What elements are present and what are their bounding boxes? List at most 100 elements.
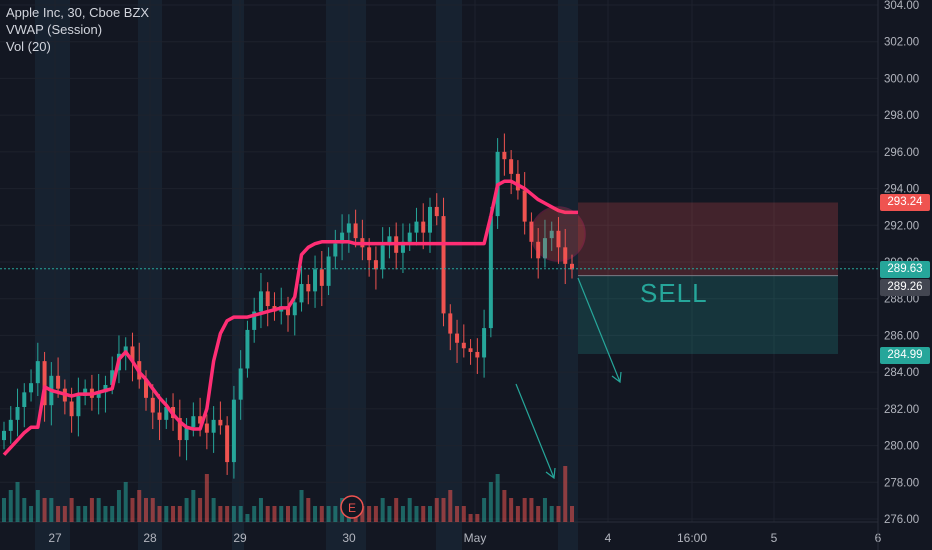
volume-bar — [522, 498, 527, 522]
take-profit-zone — [578, 275, 838, 354]
target-price-tag: 284.99 — [880, 347, 930, 364]
volume-bar — [116, 490, 121, 522]
candle-body — [400, 241, 405, 253]
volume-bar — [387, 506, 392, 522]
stop-loss-zone — [578, 202, 838, 276]
candle-body — [144, 379, 148, 398]
candle-body — [522, 190, 527, 222]
volume-bar — [570, 506, 574, 522]
volume-bar — [42, 498, 47, 522]
candle-body — [333, 243, 338, 257]
volume-bar — [130, 498, 135, 522]
candle-body — [157, 412, 162, 420]
volume-bar — [103, 506, 108, 522]
volume-bar — [110, 506, 115, 522]
candle-body — [299, 284, 304, 303]
volume-bar — [76, 506, 81, 522]
session-band — [558, 0, 578, 550]
candle-body — [292, 302, 297, 316]
candle-body — [529, 221, 534, 242]
volume-bar — [556, 506, 561, 522]
candle-body — [177, 418, 182, 441]
candle-body — [191, 416, 196, 428]
candle-body — [313, 269, 318, 292]
candle-body — [509, 159, 514, 174]
candle-body — [434, 206, 439, 217]
volume-bar — [536, 506, 541, 522]
candle-body — [56, 375, 61, 389]
volume-bar — [62, 506, 67, 522]
volume-bar — [191, 490, 196, 522]
session-band — [35, 0, 70, 550]
volume-bar — [35, 490, 40, 522]
candle-body — [265, 291, 270, 307]
volume-bar — [231, 506, 236, 522]
volume-bar — [299, 490, 304, 522]
time-axis-label: 30 — [342, 531, 356, 545]
price-axis-label: 300.00 — [884, 73, 919, 85]
entry-price-tag: 289.26 — [880, 279, 930, 296]
volume-bar — [144, 498, 148, 522]
sell-annotation[interactable]: SELL — [640, 278, 708, 308]
price-axis-label: 288.00 — [884, 294, 919, 306]
symbol-title[interactable]: Apple Inc, 30, Cboe BZX — [6, 5, 150, 20]
candle-body — [103, 384, 108, 393]
volume-arrow — [515, 383, 555, 479]
volume-bar — [204, 474, 209, 522]
candle-body — [76, 396, 81, 417]
volume-bar — [29, 506, 34, 522]
candle-body — [421, 221, 426, 233]
volume-bar — [258, 498, 263, 522]
time-axis-label: 29 — [233, 531, 247, 545]
candle-body — [441, 216, 446, 314]
volume-bar — [529, 498, 534, 522]
volume-bar — [563, 466, 568, 522]
vwap-indicator-label[interactable]: VWAP (Session) — [6, 22, 103, 37]
volume-bar — [313, 506, 318, 522]
volume-bar — [272, 506, 277, 522]
volume-bar — [407, 498, 412, 522]
candle-body — [35, 361, 40, 384]
candle-body — [252, 311, 257, 330]
candle-body — [488, 216, 493, 329]
volume-bar — [333, 506, 338, 522]
volume-bar — [123, 482, 128, 522]
volume-bar — [394, 498, 399, 522]
candle-body — [367, 247, 372, 261]
candle-body — [198, 416, 203, 424]
volume-bar — [455, 506, 460, 522]
price-axis-label: 282.00 — [884, 404, 919, 416]
volume-bar — [400, 506, 405, 522]
volume-bar — [373, 506, 378, 522]
candle-body — [319, 269, 324, 286]
volume-bar — [468, 514, 473, 522]
candle-body — [2, 430, 6, 441]
candle-body — [448, 313, 453, 334]
volume-indicator-label[interactable]: Vol (20) — [6, 39, 51, 54]
candle-body — [130, 346, 135, 362]
volume-bar — [414, 506, 419, 522]
time-axis-label: 16:00 — [677, 531, 707, 545]
price-axis-label: 294.00 — [884, 184, 919, 196]
candle-body — [549, 230, 554, 239]
volume-bar — [292, 506, 297, 522]
price-axis-label: 304.00 — [884, 0, 919, 12]
candle-body — [428, 206, 432, 233]
volume-bar — [218, 506, 223, 522]
candle-body — [475, 351, 480, 358]
volume-bar — [502, 490, 507, 522]
volume-bar — [69, 498, 74, 522]
volume-bar — [428, 506, 432, 522]
time-axis-label: 4 — [605, 531, 612, 545]
volume-bar — [441, 498, 446, 522]
vwap-line — [2, 179, 578, 456]
volume-bar — [8, 490, 13, 522]
price-axis-label: 286.00 — [884, 330, 919, 342]
volume-bar — [488, 482, 493, 522]
candle-body — [211, 419, 216, 433]
volume-bar — [83, 506, 88, 522]
candle-body — [542, 238, 547, 259]
volume-bar — [380, 498, 385, 522]
session-band — [436, 0, 462, 550]
